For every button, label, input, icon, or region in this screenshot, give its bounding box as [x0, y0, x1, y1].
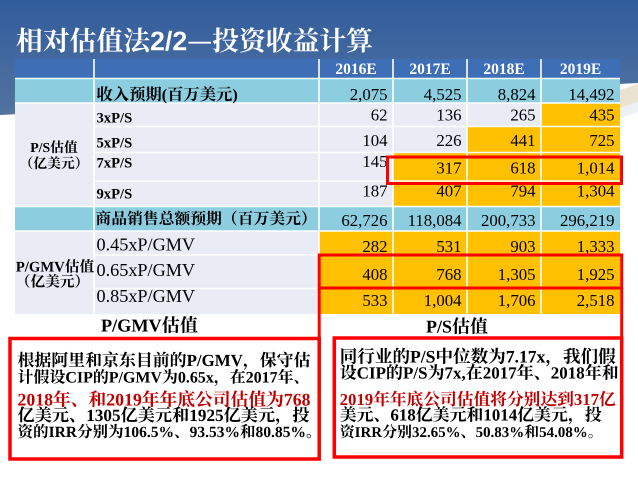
- svg-text:187: 187: [362, 182, 387, 201]
- svg-text:407: 407: [436, 182, 461, 201]
- svg-text:533: 533: [362, 291, 387, 310]
- svg-text:1,925: 1,925: [577, 265, 615, 284]
- svg-text:1,305: 1,305: [498, 265, 536, 284]
- svg-text:0.85xP/GMV: 0.85xP/GMV: [97, 286, 196, 306]
- svg-text:118,084: 118,084: [408, 211, 463, 230]
- svg-text:435: 435: [589, 106, 614, 125]
- svg-text:136: 136: [436, 106, 461, 125]
- svg-text:408: 408: [362, 265, 387, 284]
- svg-text:145: 145: [362, 152, 387, 171]
- svg-text:317: 317: [436, 159, 461, 178]
- svg-text:2017E: 2017E: [409, 61, 450, 78]
- svg-text:768: 768: [436, 265, 461, 284]
- svg-text:441: 441: [510, 131, 535, 150]
- svg-text:8,824: 8,824: [498, 85, 536, 104]
- svg-text:2,075: 2,075: [350, 85, 388, 104]
- svg-text:725: 725: [589, 131, 614, 150]
- svg-text:4,525: 4,525: [424, 85, 462, 104]
- svg-text:1,706: 1,706: [498, 291, 536, 310]
- svg-text:265: 265: [510, 106, 535, 125]
- svg-text:1,333: 1,333: [577, 237, 615, 256]
- svg-text:1,014: 1,014: [577, 159, 615, 178]
- svg-text:9xP/S: 9xP/S: [97, 187, 133, 203]
- svg-text:14,492: 14,492: [568, 85, 614, 104]
- svg-text:296,219: 296,219: [560, 211, 615, 230]
- svg-text:1,304: 1,304: [577, 182, 615, 201]
- svg-text:0.45xP/GMV: 0.45xP/GMV: [97, 235, 196, 255]
- svg-text:200,733: 200,733: [481, 211, 536, 230]
- svg-text:226: 226: [436, 131, 461, 150]
- svg-text:62: 62: [371, 106, 388, 125]
- svg-text:62,726: 62,726: [341, 211, 387, 230]
- svg-text:618: 618: [510, 159, 535, 178]
- svg-text:2018E: 2018E: [483, 61, 524, 78]
- svg-text:1,004: 1,004: [424, 291, 462, 310]
- svg-text:2016E: 2016E: [335, 61, 376, 78]
- svg-text:3xP/S: 3xP/S: [97, 111, 133, 127]
- svg-text:0.65xP/GMV: 0.65xP/GMV: [97, 260, 196, 280]
- svg-text:5xP/S: 5xP/S: [97, 136, 133, 152]
- svg-text:903: 903: [510, 237, 535, 256]
- svg-text:104: 104: [362, 131, 388, 150]
- svg-text:282: 282: [362, 237, 387, 256]
- svg-text:7xP/S: 7xP/S: [97, 156, 133, 172]
- svg-text:794: 794: [510, 182, 536, 201]
- svg-text:2,518: 2,518: [577, 291, 615, 310]
- svg-text:2019E: 2019E: [560, 61, 601, 78]
- svg-text:531: 531: [436, 237, 461, 256]
